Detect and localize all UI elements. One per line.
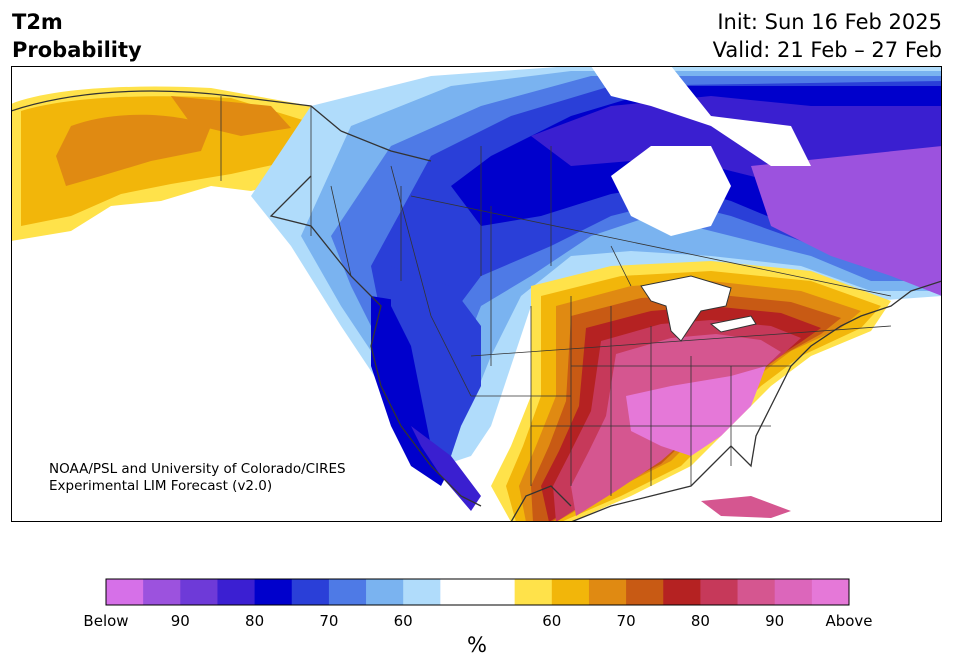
colorbar-tick-label: Above	[825, 612, 873, 630]
state-borders	[330, 165, 892, 496]
colorbar-segment	[737, 579, 776, 605]
variable-label: T2m	[12, 10, 63, 34]
title-left: T2m Probability	[12, 8, 142, 64]
colorbar-tick-label: 60	[542, 612, 562, 630]
colorbar-tick-label: 70	[319, 612, 339, 630]
colorbar-unit: %	[467, 633, 487, 657]
hudson-bay-water	[611, 146, 731, 236]
alaska-orange	[56, 114, 211, 186]
colorbar-segment	[811, 579, 850, 605]
colorbar-segment	[254, 579, 293, 605]
colorbar-segment	[588, 579, 627, 605]
colorbar-segment	[217, 579, 256, 605]
colorbar-tick-label: Below	[83, 612, 129, 630]
coastline	[11, 90, 942, 522]
canada-provinces	[220, 96, 632, 287]
credit: NOAA/PSL and University of Colorado/CIRE…	[49, 461, 346, 495]
credit-line-2: Experimental LIM Forecast (v2.0)	[49, 478, 273, 494]
map-frame	[11, 66, 942, 522]
lake-erie	[709, 315, 757, 333]
great-lakes	[640, 275, 732, 342]
cuba-warm	[701, 496, 791, 518]
colorbar-segment	[514, 579, 553, 605]
colorbar-segment	[143, 579, 181, 605]
colorbar-tick-label: 60	[393, 612, 413, 630]
colorbar-segment	[403, 579, 441, 605]
colorbar-segment	[291, 579, 330, 605]
alaska-orange-north	[171, 96, 291, 136]
colorbar-tick-label: 80	[245, 612, 265, 630]
colorbar-tick-label: 70	[616, 612, 636, 630]
colorbar-tick-label: 90	[170, 612, 190, 630]
init-date: Init: Sun 16 Feb 2025	[717, 10, 942, 34]
arctic-water	[591, 66, 811, 166]
colorbar-segment	[774, 579, 813, 605]
colorbar-segment	[180, 579, 218, 605]
colorbar-frame	[105, 578, 850, 606]
probability-map	[11, 66, 942, 522]
credit-line-1: NOAA/PSL and University of Colorado/CIRE…	[49, 461, 346, 477]
colorbar	[105, 578, 850, 606]
colorbar-segment	[551, 579, 590, 605]
colorbar-segment	[106, 579, 144, 605]
title-right: Init: Sun 16 Feb 2025 Valid: 21 Feb – 27…	[713, 8, 942, 64]
quebec-violet	[751, 146, 942, 296]
colorbar-segment	[626, 579, 664, 605]
baja-strong	[411, 426, 481, 511]
colorbar-segment	[366, 579, 404, 605]
colorbar-segment	[700, 579, 739, 605]
west-us-mid	[391, 266, 481, 456]
colorbar-segment	[328, 579, 367, 605]
colorbar-tick-label: 90	[765, 612, 785, 630]
colorbar-segment	[440, 579, 478, 605]
colorbar-ticks: Below 90 80 70 60 60 70 80 90 Above	[0, 612, 954, 632]
valid-range: Valid: 21 Feb – 27 Feb	[712, 38, 942, 62]
colorbar-tick-label: 80	[690, 612, 710, 630]
product-label: Probability	[12, 38, 142, 62]
colorbar-segment	[477, 579, 516, 605]
colorbar-segment	[663, 579, 701, 605]
